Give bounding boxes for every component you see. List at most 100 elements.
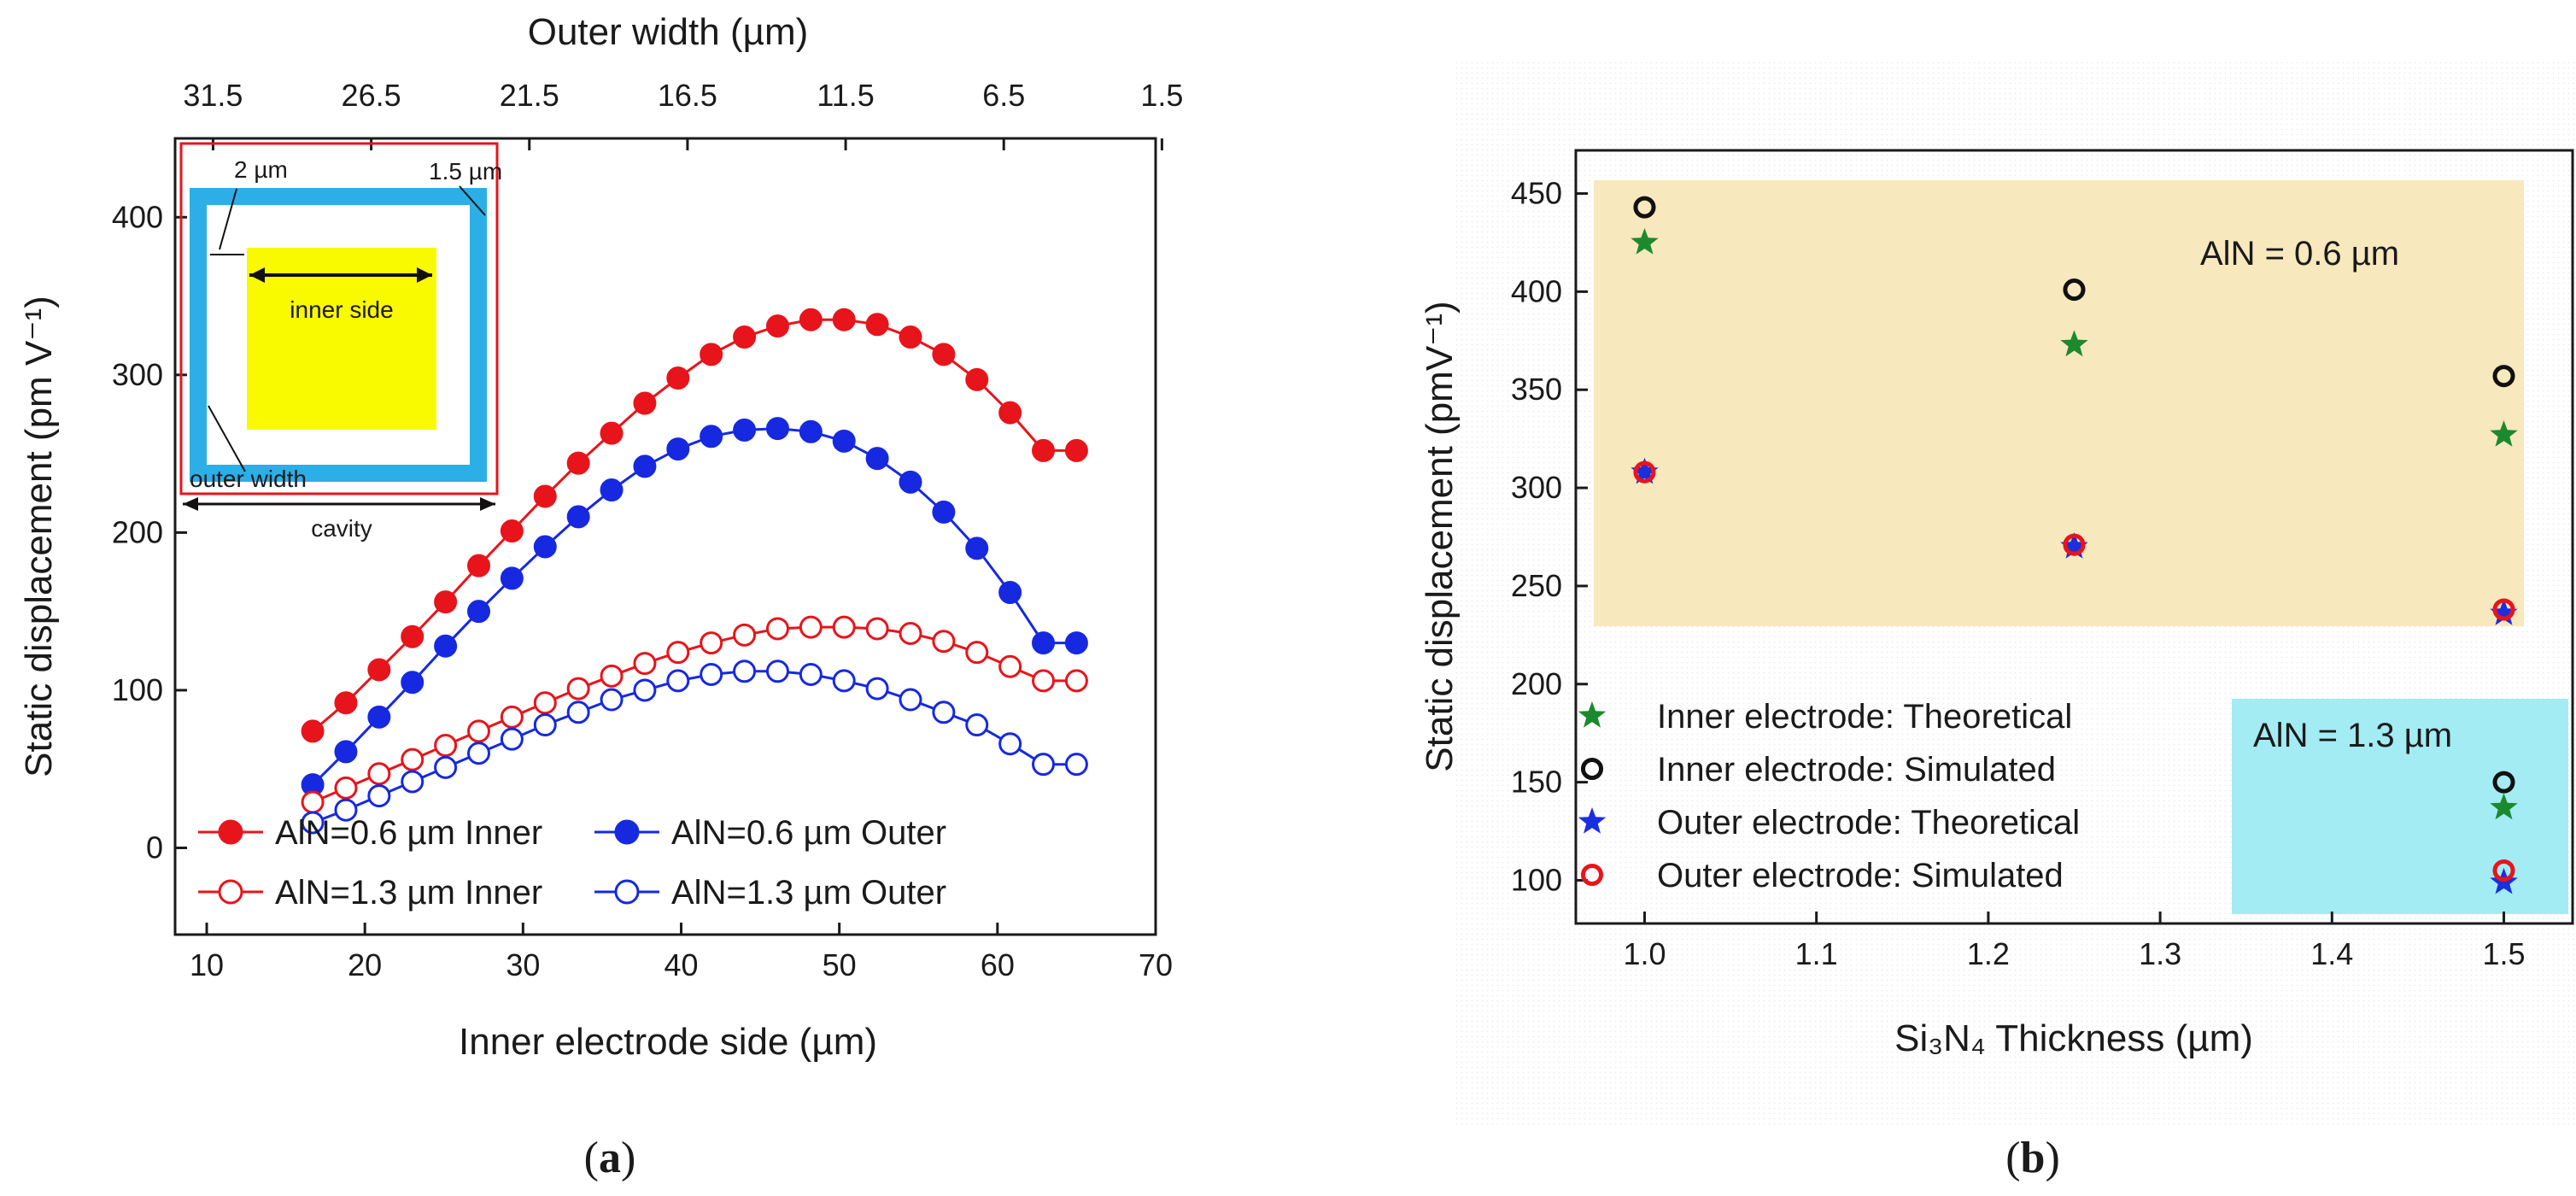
data-point <box>832 308 856 331</box>
data-point <box>566 677 590 701</box>
cavity-outline <box>179 142 499 495</box>
star-marker <box>2490 420 2518 447</box>
data-point <box>799 615 823 639</box>
x-tick-label: 50 <box>823 947 857 982</box>
circle-marker <box>1633 460 1656 484</box>
x-tick-label: 70 <box>1139 947 1173 982</box>
y-tick-label: 200 <box>1511 666 1562 701</box>
y-tick-label: 250 <box>1511 568 1562 603</box>
data-point <box>700 631 723 655</box>
plot-frame <box>173 137 1157 936</box>
circle-marker <box>2492 365 2515 388</box>
data-point <box>367 658 391 682</box>
data-point <box>899 688 922 712</box>
circle-marker <box>1633 196 1656 219</box>
inner-electrode <box>247 248 436 430</box>
data-point <box>998 732 1022 756</box>
data-point <box>401 671 424 695</box>
data-point <box>301 790 325 814</box>
data-point <box>467 554 491 577</box>
data-point <box>1064 669 1088 693</box>
x-axis-label: Inner electrode side (µm) <box>459 1021 877 1063</box>
data-point <box>799 662 823 686</box>
x-tick-label: 1.3 <box>2139 936 2181 971</box>
star-marker <box>2060 532 2088 559</box>
series-layer <box>1630 196 2518 894</box>
inner-side-label: inner side <box>290 296 393 323</box>
data-point <box>301 719 325 743</box>
y-axis-label: Static displacement (pmV⁻¹) <box>1419 301 1461 771</box>
data-point <box>932 500 956 524</box>
data-point <box>367 762 391 786</box>
data-point <box>434 734 458 758</box>
leader-line <box>459 185 486 216</box>
x-tick-label: 1.2 <box>1967 936 2010 971</box>
legend-swatch-marker <box>614 879 640 905</box>
chart-panel-a: 10 20 30 40 50 60 70 0 100 200 300 400 31.5 26.5 21.… <box>18 11 1183 1182</box>
legend-label: Outer electrode: Theoretical <box>1657 804 2080 841</box>
data-point <box>500 519 524 543</box>
y-tick-label: 400 <box>1511 273 1562 308</box>
arrowhead-icon <box>417 267 432 283</box>
y-tick-label: 300 <box>112 357 163 392</box>
data-point <box>666 366 690 390</box>
data-point <box>533 484 557 508</box>
x-tick-label: 60 <box>981 947 1015 982</box>
data-point <box>733 325 757 349</box>
data-point <box>566 451 590 475</box>
arrowhead-icon <box>249 267 265 283</box>
data-point <box>666 669 690 693</box>
data-point <box>533 535 557 559</box>
y-tick-label: 450 <box>1511 176 1562 211</box>
y-axis-label: Static displacement (pm V⁻¹) <box>18 296 60 777</box>
top-tick-label: 26.5 <box>342 78 401 113</box>
x-axis-ticks: 1.0 1.1 1.2 1.3 1.4 1.5 <box>1623 912 2526 971</box>
top-tick-label: 21.5 <box>500 78 559 113</box>
data-point <box>799 419 823 443</box>
legend-swatch-marker <box>614 819 640 845</box>
data-point <box>1032 438 1056 462</box>
data-point <box>899 325 922 349</box>
data-point <box>600 664 624 688</box>
data-point <box>765 314 789 338</box>
data-point <box>533 691 557 715</box>
data-point <box>899 470 922 494</box>
x-axis-ticks: 10 20 30 40 50 60 70 <box>190 923 1173 982</box>
data-point <box>799 308 823 331</box>
data-point <box>600 421 624 445</box>
data-point <box>932 701 956 724</box>
x-tick-label: 1.0 <box>1623 936 1666 971</box>
data-point <box>965 367 989 391</box>
data-point <box>1064 438 1088 462</box>
data-point <box>998 581 1022 605</box>
x-tick-label: 40 <box>664 947 698 982</box>
circle-marker <box>2492 771 2515 794</box>
data-point <box>998 401 1022 425</box>
x-tick-label: 1.4 <box>2310 936 2353 971</box>
y-tick-label: 100 <box>1511 862 1562 897</box>
star-marker <box>1578 807 1607 834</box>
star-marker <box>1630 457 1659 484</box>
y-tick-label: 0 <box>146 830 163 865</box>
data-point <box>932 343 956 366</box>
data-point <box>733 418 757 442</box>
legend-label: Inner electrode: Simulated <box>1657 751 2056 789</box>
data-point <box>832 669 856 693</box>
cavity-label: cavity <box>311 515 372 542</box>
data-point <box>434 634 458 658</box>
data-point <box>733 660 757 683</box>
legend-label: AlN=1.3 µm Outer <box>671 874 946 912</box>
data-point <box>467 742 491 765</box>
region-aln-0.6 <box>1594 180 2524 626</box>
top-axis-label: Outer width (µm) <box>528 11 809 53</box>
annotation-aln-0.6: AlN = 0.6 µm <box>2200 235 2399 273</box>
circle-marker <box>2492 859 2515 882</box>
star-marker <box>2490 599 2518 625</box>
x-tick-label: 10 <box>190 947 224 982</box>
data-point <box>467 600 491 624</box>
data-point <box>1032 631 1056 655</box>
data-point <box>500 727 524 751</box>
data-point <box>566 505 590 529</box>
data-point <box>865 447 889 471</box>
